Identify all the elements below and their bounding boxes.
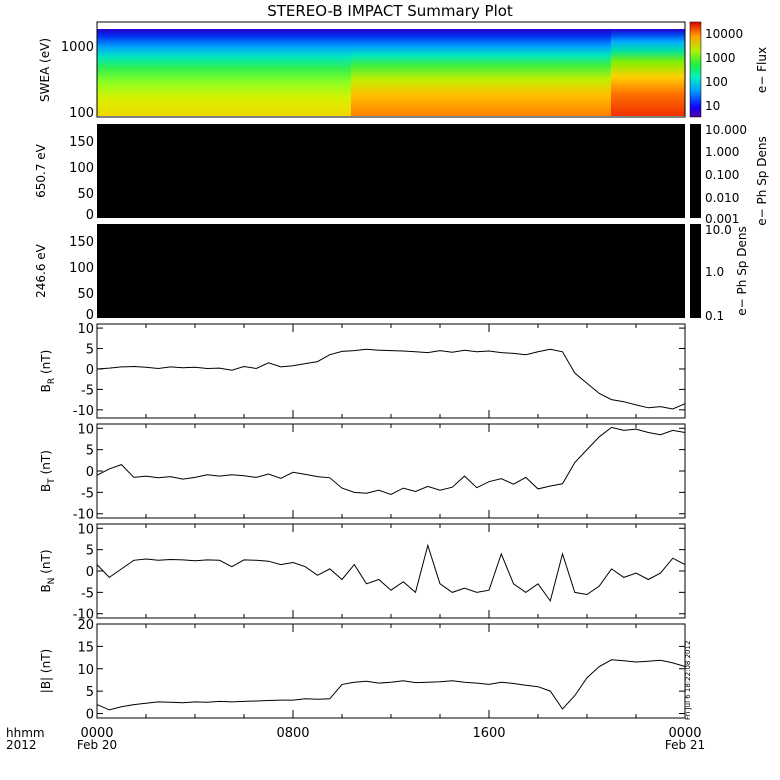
bn-ylabel-unit: (nT): [39, 549, 53, 577]
swea-spectrogram-base: [97, 29, 351, 116]
swea-cbar-tick-10: 10: [705, 99, 720, 113]
pad-650-ytick-100: 100: [69, 161, 94, 176]
swea-ytick-100: 100: [69, 106, 94, 121]
pad-246-ytick-0: 0: [86, 308, 94, 323]
pad-650-cbar-tick-4: 0.001: [705, 212, 739, 226]
swea-cbar-tick-10000: 10000: [705, 27, 743, 41]
pad-246-panel: 150 100 50 0 246.6 eV 10.0 1.0 0.1 e− Ph…: [34, 223, 749, 323]
swea-ytick-1000: 1000: [61, 40, 94, 55]
pad-650-ytick-50: 50: [77, 187, 94, 202]
br-ytick-label: 10: [77, 322, 94, 337]
br-ylabel-unit: (nT): [39, 350, 53, 378]
bmag-series-line: [96, 659, 686, 711]
bt-ylabel-main: B: [39, 484, 53, 492]
bn-ylabel: BN (nT): [39, 549, 57, 592]
time-tick-0800: 0800: [276, 726, 309, 741]
bn-frame: [96, 523, 686, 619]
bt-ylabel: BT (nT): [39, 450, 57, 492]
time-axis-labels: hhmm 2012 0000 0800 1600 0000 Feb 20 Feb…: [6, 726, 705, 752]
bmag-ytick-label: 0: [86, 708, 94, 723]
br-ylabel: BR (nT): [39, 350, 57, 393]
br-ytick-label: -10: [73, 404, 94, 419]
br-ytick-label: 5: [86, 343, 94, 358]
pad-246-ytick-50: 50: [77, 287, 94, 302]
date-start: Feb 20: [77, 738, 117, 752]
bmag-ylabel: |B| (nT): [39, 649, 53, 693]
time-tick-0000-start: 0000: [80, 726, 113, 741]
bt-ytick-label: 10: [77, 422, 94, 437]
bmag-ytick-label: 5: [86, 685, 94, 700]
pad-246-cbar-label: e− Ph Sp Dens: [735, 226, 749, 315]
bn-ytick-label: -5: [81, 586, 94, 601]
swea-spectrogram-late: [611, 29, 685, 116]
bn-series-line: [96, 543, 686, 603]
pad-650-panel: 150 100 50 0 650.7 eV 10.000 1.000 0.100…: [34, 123, 769, 226]
bn-ylabel-main: B: [39, 584, 53, 592]
swea-ylabel: SWEA (eV): [38, 38, 52, 102]
time-tick-1600: 1600: [472, 726, 505, 741]
swea-colorbar: [689, 21, 702, 118]
br-ytick-label: -5: [81, 383, 94, 398]
bmag-panel: 20 15 10 5 0 |B| (nT): [39, 618, 686, 723]
bt-ytick-label: -5: [81, 486, 94, 501]
chart-title: STEREO-B IMPACT Summary Plot: [267, 2, 513, 20]
swea-cbar-tick-1000: 1000: [705, 51, 736, 65]
pad-650-cbar-tick-1: 1.000: [705, 145, 739, 159]
bn-ylabel-sub: N: [47, 578, 57, 585]
date-end: Feb 21: [665, 738, 705, 752]
bmag-ytick-label: 15: [77, 640, 94, 655]
swea-cbar-label: e− Flux: [755, 47, 769, 93]
pad-246-ytick-100: 100: [69, 261, 94, 276]
generation-stamp: Fri Jul 6 18:22:08 2012: [684, 641, 692, 720]
pad-246-colorbar: [690, 224, 701, 318]
pad-650-cbar-tick-0: 10.000: [705, 123, 747, 137]
pad-650-ylabel: 650.7 eV: [34, 143, 48, 198]
bt-ytick-label: 0: [86, 465, 94, 480]
time-tick-0000-end: 0000: [668, 726, 701, 741]
bt-series-line: [96, 426, 686, 496]
br-frame: [96, 323, 686, 419]
pad-246-ylabel: 246.6 eV: [34, 243, 48, 298]
swea-cbar-tick-100: 100: [705, 75, 728, 89]
br-ylabel-sub: R: [47, 378, 57, 384]
pad-650-cbar-tick-3: 0.010: [705, 191, 739, 205]
br-panel: 10 5 0 -5 -10 BR (nT): [39, 322, 686, 419]
pad-246-ytick-150: 150: [69, 235, 94, 250]
swea-panel: 1000 100 SWEA (eV) 10000 1000 100 10 e− …: [38, 21, 769, 121]
pad-246-cbar-tick-2: 0.1: [705, 309, 724, 323]
bn-ytick-label: -10: [73, 608, 94, 623]
bmag-frame: [96, 623, 686, 719]
bt-ylabel-unit: (nT): [39, 450, 53, 478]
pad-650-image: [97, 124, 685, 218]
bn-panel: 10 5 0 -5 -10 BN (nT): [39, 522, 686, 623]
bt-frame: [96, 423, 686, 519]
pad-650-colorbar: [690, 124, 701, 218]
bmag-ytick-label: 10: [77, 663, 94, 678]
axis-row2-label: 2012: [6, 738, 37, 752]
pad-650-ytick-0: 0: [86, 208, 94, 223]
axis-row1-label: hhmm: [6, 726, 45, 740]
pad-650-ytick-150: 150: [69, 135, 94, 150]
bt-ytick-label: -10: [73, 508, 94, 523]
pad-650-cbar-label: e− Ph Sp Dens: [755, 136, 769, 225]
bn-ytick-label: 5: [86, 544, 94, 559]
bt-ytick-label: 5: [86, 444, 94, 459]
br-series-line: [96, 348, 686, 410]
bn-ytick-label: 0: [86, 565, 94, 580]
pad-246-image: [97, 224, 685, 318]
bt-panel: 10 5 0 -5 -10 BT (nT): [39, 422, 686, 523]
bt-ylabel-sub: T: [47, 478, 57, 485]
br-ytick-label: 0: [86, 363, 94, 378]
bmag-ytick-label: 20: [77, 618, 94, 633]
swea-frame: [96, 21, 686, 118]
pad-246-cbar-tick-0: 10.0: [705, 223, 732, 237]
br-ylabel-main: B: [39, 384, 53, 392]
bn-ytick-label: 10: [77, 522, 94, 537]
pad-650-cbar-tick-2: 0.100: [705, 168, 739, 182]
swea-spectrogram-mid: [351, 29, 611, 116]
pad-246-cbar-tick-1: 1.0: [705, 265, 724, 279]
